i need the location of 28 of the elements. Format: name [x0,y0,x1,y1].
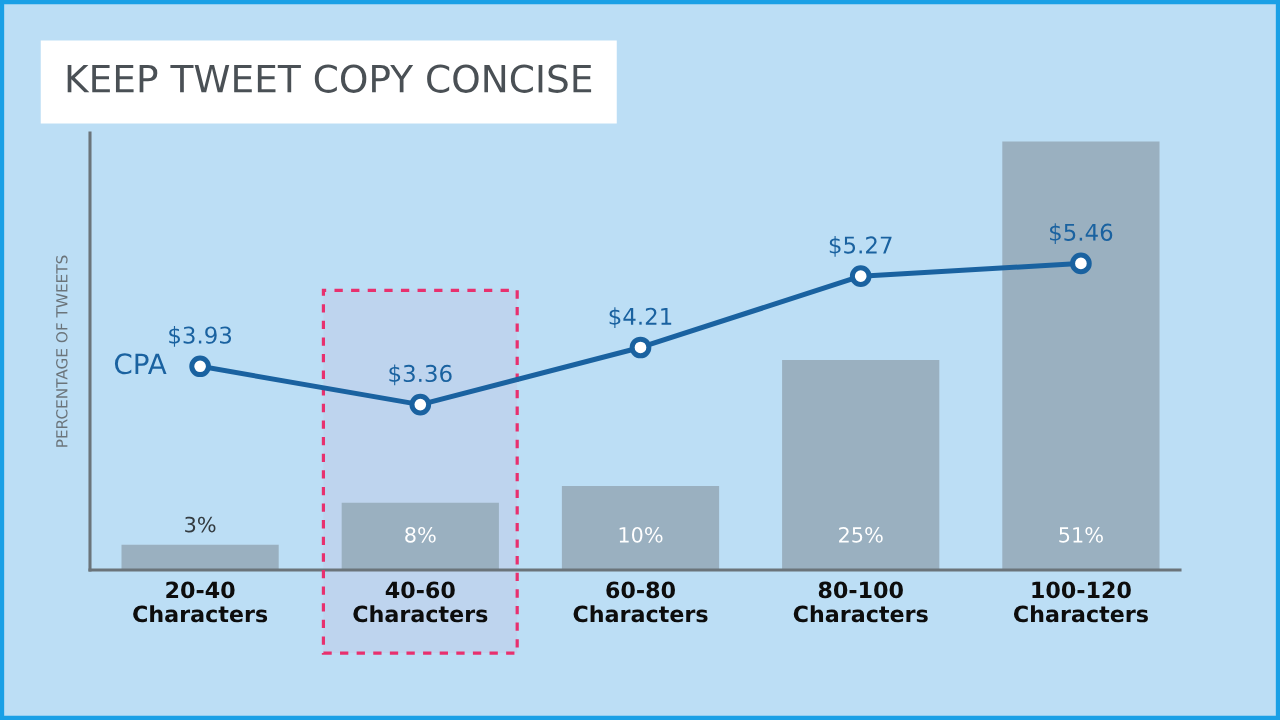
x-tick-label: 20-40 Characters [133,581,268,623]
bar [782,359,940,570]
point [189,355,211,378]
x-tick-label: 100-120 Characters [1013,581,1148,623]
y-axis-title: PERCENTAGE OF TWEETS [56,255,68,447]
x-tick-label: 80-100 Characters [793,581,928,623]
point [1070,252,1092,275]
data-label: 25% [839,526,883,543]
bar [121,544,279,570]
point [629,336,652,359]
data-label: $5.46 [1050,223,1113,244]
bar [1002,141,1160,570]
data-label: $3.93 [169,326,232,347]
data-label: $4.21 [609,307,672,329]
bar [561,485,720,570]
bar [341,502,499,570]
point [849,265,872,288]
x-tick-label: 60-80 Characters [573,581,708,623]
point [409,393,432,416]
data-label: 8% [405,526,436,543]
data-label: $3.36 [389,364,452,386]
data-label: 51% [1059,526,1103,543]
series-label: CPA [114,353,167,375]
data-label: $5.27 [829,235,892,257]
chart-title: KEEP TWEET COPY CONCISE [67,64,592,93]
data-label: 3% [185,516,216,533]
x-tick-label: 40-60 Characters [353,581,488,623]
data-label: 10% [619,526,663,543]
